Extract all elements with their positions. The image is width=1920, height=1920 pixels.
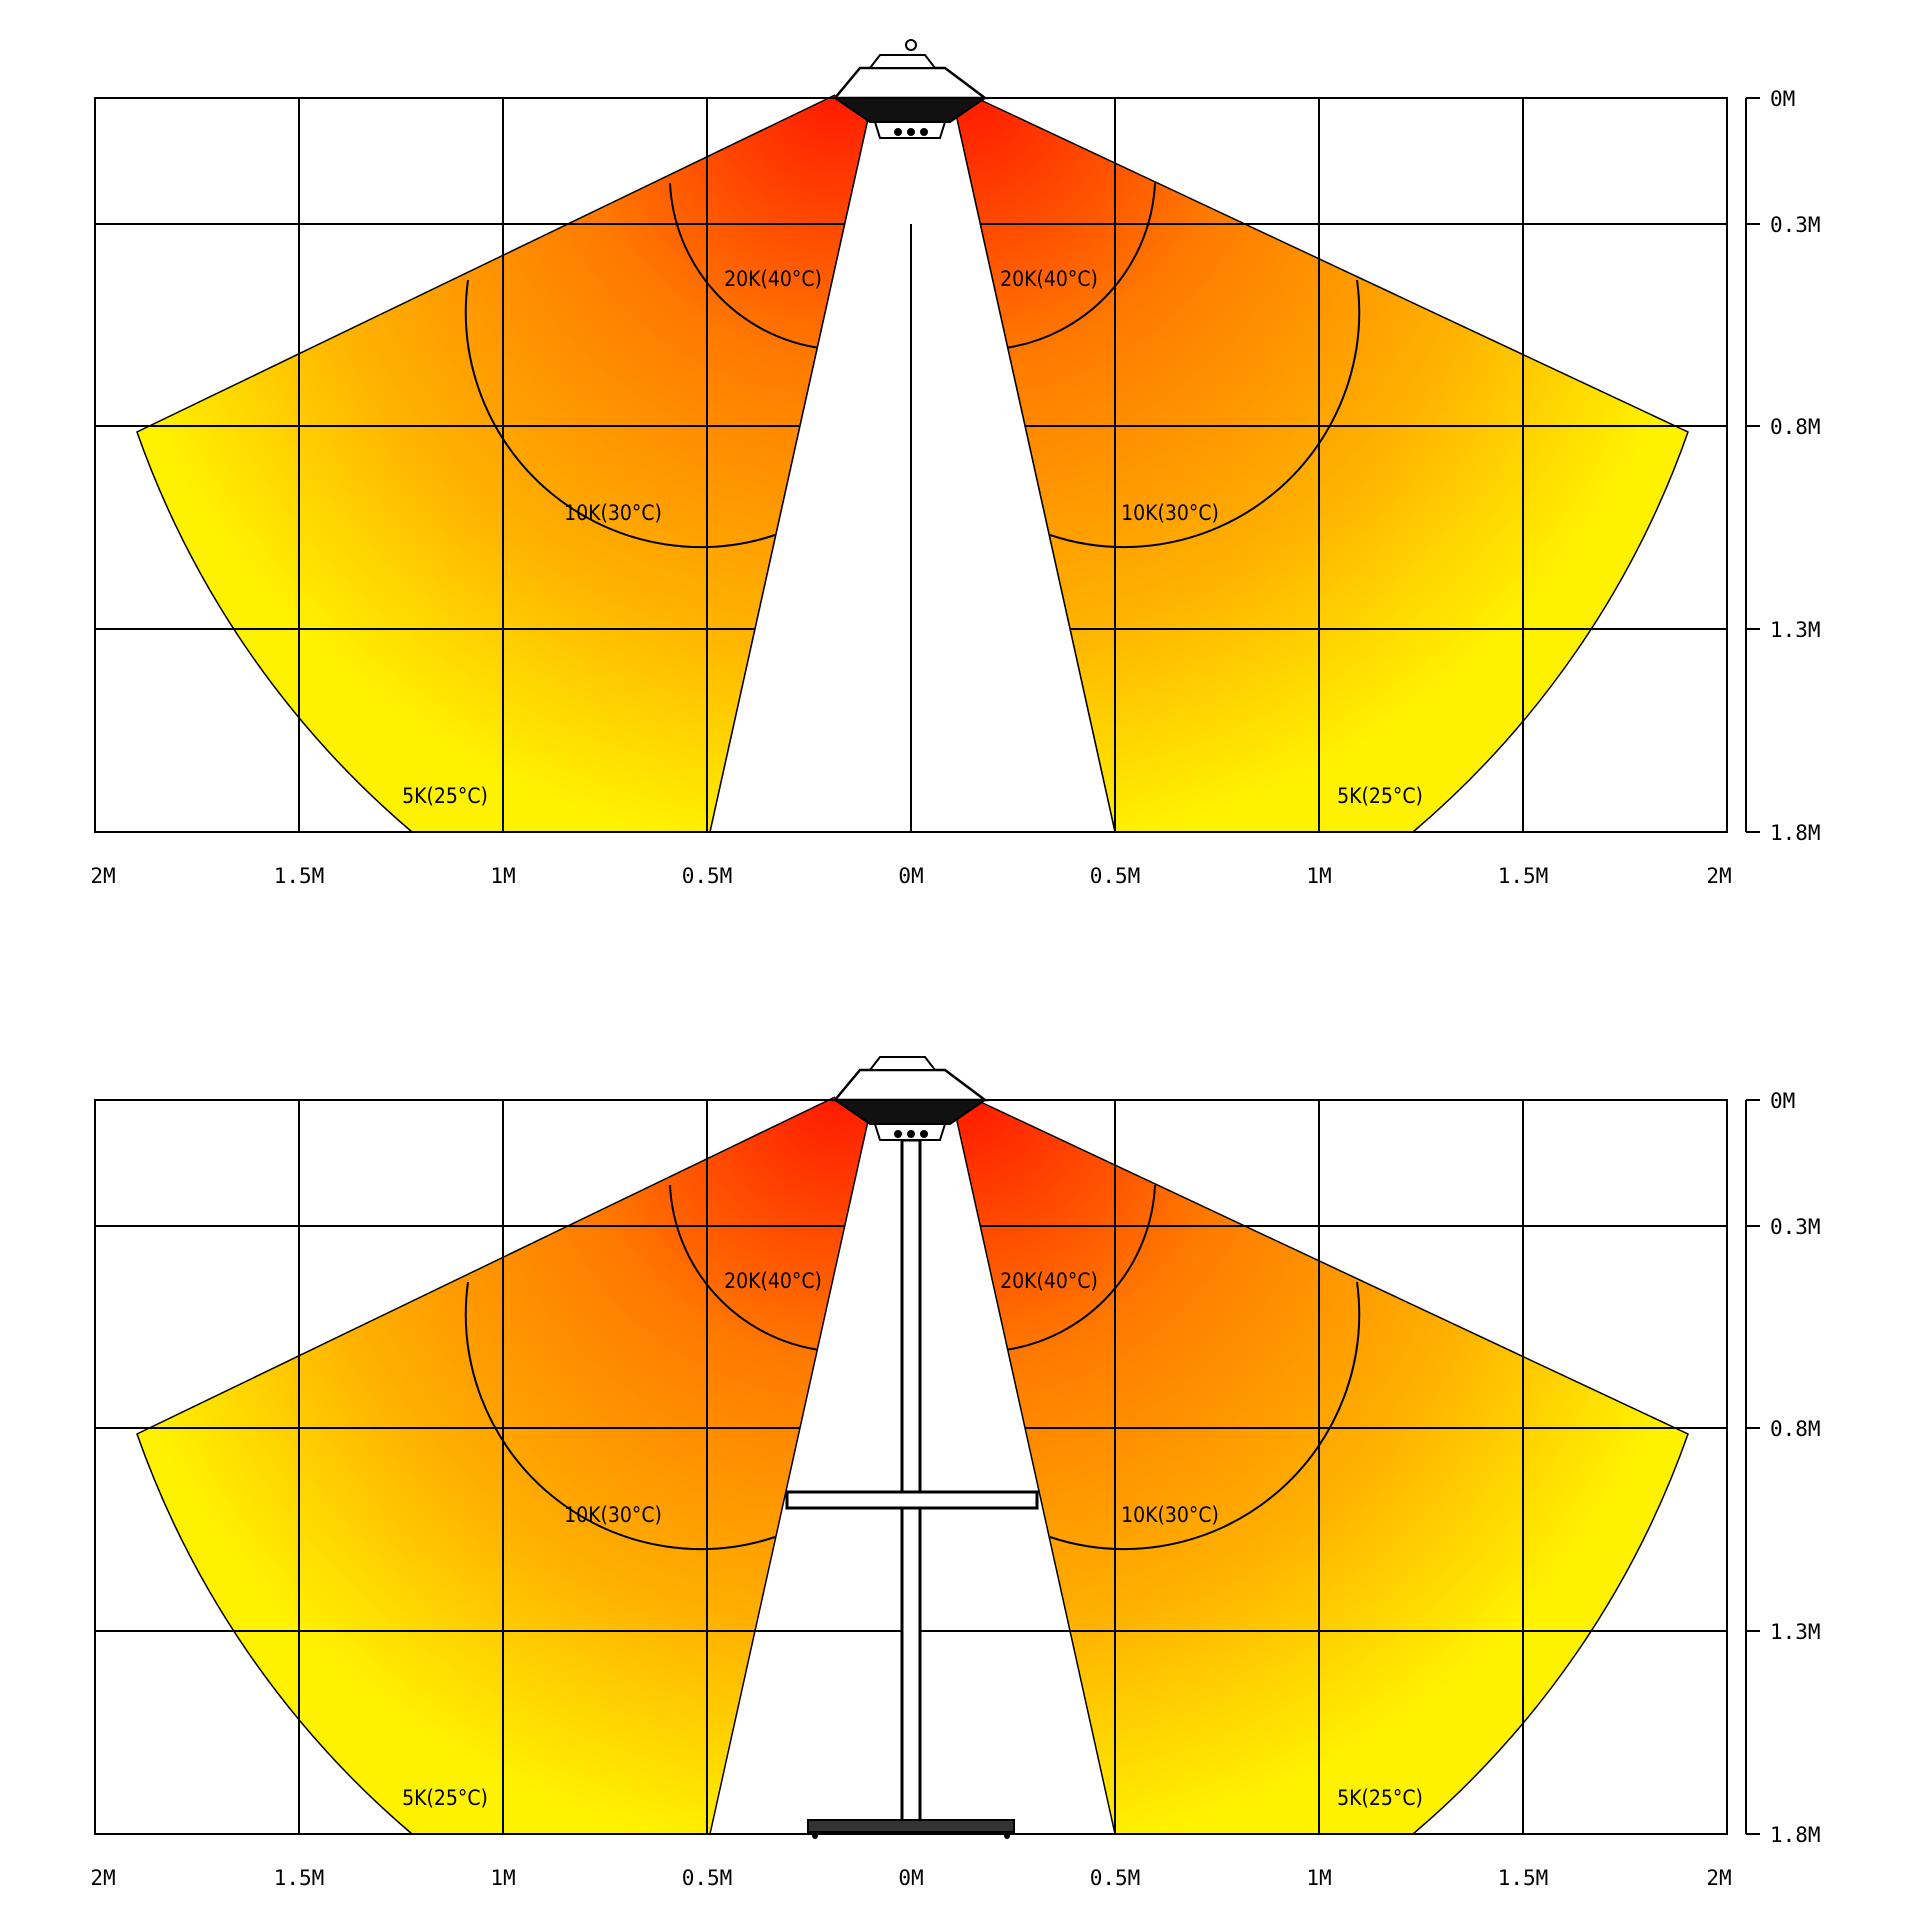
- heater-lamp: [831, 1056, 989, 1141]
- x-axis-label: 1.5M: [1498, 1866, 1549, 1890]
- zone-label-left: 5K(25°C): [402, 1786, 488, 1810]
- zone-labels: 20K(40°C) 20K(40°C) 10K(30°C) 10K(30°C) 5K(2…: [402, 267, 1423, 808]
- y-axis-label: 0.3M: [1770, 213, 1821, 237]
- zone-label-left: 5K(25°C): [402, 784, 488, 808]
- x-axis-label: 1M: [1306, 1866, 1331, 1890]
- y-axis-label: 0M: [1770, 87, 1795, 111]
- zone-label-right: 20K(40°C): [1000, 1269, 1098, 1293]
- panel-heater-with-stand: 20K(40°C) 20K(40°C) 10K(30°C) 10K(30°C) 5K(2…: [90, 1056, 1821, 1890]
- zone-label-left: 20K(40°C): [724, 267, 822, 291]
- heater-lamp: [831, 39, 989, 139]
- x-axis-label: 0M: [898, 864, 923, 888]
- panel-heater-only: 20K(40°C) 20K(40°C) 10K(30°C) 10K(30°C) 5K(2…: [90, 39, 1821, 888]
- zone-label-right: 20K(40°C): [1000, 267, 1098, 291]
- white-gap: [95, 109, 1727, 833]
- y-axis: 0M 0.3M 0.8M 1.3M 1.8M: [1745, 87, 1821, 845]
- x-axis-label: 2M: [90, 864, 115, 888]
- x-axis-labels: 2M 1.5M 1M 0.5M 0M 0.5M 1M 1.5M 2M: [90, 1866, 1731, 1890]
- y-axis-label: 1.8M: [1770, 1823, 1821, 1847]
- zone-label-left: 10K(30°C): [564, 1503, 662, 1527]
- x-axis-label: 2M: [1706, 864, 1731, 888]
- x-axis-label: 0.5M: [682, 1866, 733, 1890]
- x-axis-label: 1M: [1306, 864, 1331, 888]
- zone-label-left: 20K(40°C): [724, 1269, 822, 1293]
- x-axis-label: 0.5M: [682, 864, 733, 888]
- x-axis-label: 2M: [1706, 1866, 1731, 1890]
- x-axis-labels: 2M 1.5M 1M 0.5M 0M 0.5M 1M 1.5M 2M: [90, 864, 1731, 888]
- x-axis-label: 0M: [898, 1866, 923, 1890]
- y-axis-label: 0.3M: [1770, 1215, 1821, 1239]
- y-axis-label: 1.3M: [1770, 1620, 1821, 1644]
- y-axis: 0M 0.3M 0.8M 1.3M 1.8M: [1745, 1089, 1821, 1847]
- zone-labels: 20K(40°C) 20K(40°C) 10K(30°C) 10K(30°C) 5K(2…: [402, 1269, 1423, 1810]
- zone-label-right: 10K(30°C): [1121, 1503, 1219, 1527]
- y-axis-label: 0.8M: [1770, 1417, 1821, 1441]
- x-axis-label: 1M: [490, 864, 515, 888]
- y-axis-label: 1.8M: [1770, 821, 1821, 845]
- zone-arcs: [464, 1184, 1361, 1551]
- y-axis-label: 0M: [1770, 1089, 1795, 1113]
- y-axis-label: 1.3M: [1770, 618, 1821, 642]
- zone-label-right: 5K(25°C): [1337, 784, 1423, 808]
- zone-label-left: 10K(30°C): [564, 501, 662, 525]
- y-axis-label: 0.8M: [1770, 415, 1821, 439]
- x-axis-label: 1.5M: [274, 1866, 325, 1890]
- x-axis-label: 1.5M: [1498, 864, 1549, 888]
- x-axis-label: 1M: [490, 1866, 515, 1890]
- x-axis-label: 0.5M: [1090, 864, 1141, 888]
- x-axis-label: 0.5M: [1090, 1866, 1141, 1890]
- x-axis-label: 2M: [90, 1866, 115, 1890]
- zone-arcs: [464, 182, 1361, 549]
- heat-beam-right: [955, 1096, 1689, 1835]
- x-axis-label: 1.5M: [274, 864, 325, 888]
- zone-label-right: 5K(25°C): [1337, 1786, 1423, 1810]
- zone-label-right: 10K(30°C): [1121, 501, 1219, 525]
